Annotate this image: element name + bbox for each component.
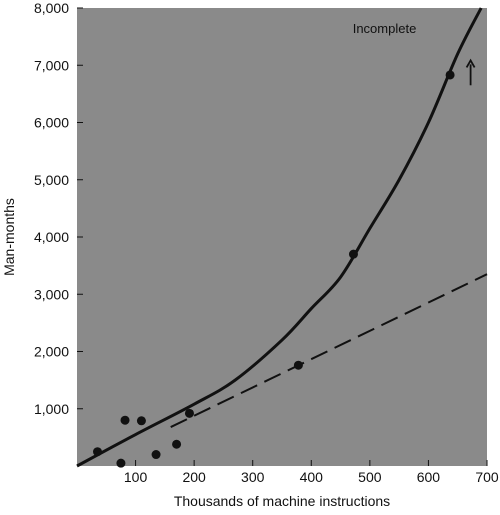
up-arrow-icon [465, 58, 476, 86]
x-tick-label: 700 [475, 469, 499, 485]
data-point [120, 415, 130, 425]
data-point [93, 447, 102, 457]
y-tick-label: 1,000 [34, 401, 69, 417]
series-layer [76, 7, 488, 468]
data-point [136, 416, 146, 426]
data-point [445, 70, 455, 80]
data-point [172, 439, 182, 449]
data-point [184, 408, 194, 418]
x-tick-label: 100 [124, 469, 148, 485]
x-axis-label: Thousands of machine instructions [174, 493, 390, 509]
solid-trend-curve [76, 7, 483, 468]
data-point [116, 458, 126, 468]
y-tick-label: 5,000 [34, 172, 69, 188]
y-tick-label: 2,000 [34, 344, 69, 360]
x-tick-label: 600 [417, 469, 441, 485]
y-tick-label: 4,000 [34, 229, 69, 245]
y-tick-label: 6,000 [34, 115, 69, 131]
x-tick-label: 400 [300, 469, 324, 485]
tick-layer: 100 200 300 400 500 600 700 1,000 2,000 3,000 4,00… [34, 0, 499, 485]
y-tick-label: 7,000 [34, 57, 69, 73]
incomplete-annotation: Incomplete [353, 21, 417, 36]
y-tick-label: 3,000 [34, 286, 69, 302]
data-point [151, 450, 161, 460]
x-tick-label: 200 [182, 469, 206, 485]
data-point [293, 360, 303, 370]
x-tick-label: 300 [241, 469, 265, 485]
x-tick-label: 500 [358, 469, 382, 485]
y-tick-label: 8,000 [34, 0, 69, 16]
y-axis-label: Man-months [1, 198, 17, 276]
point-layer [93, 70, 455, 468]
plot-background [77, 8, 487, 466]
dashed-trend-line [170, 273, 488, 428]
data-point [348, 249, 358, 259]
